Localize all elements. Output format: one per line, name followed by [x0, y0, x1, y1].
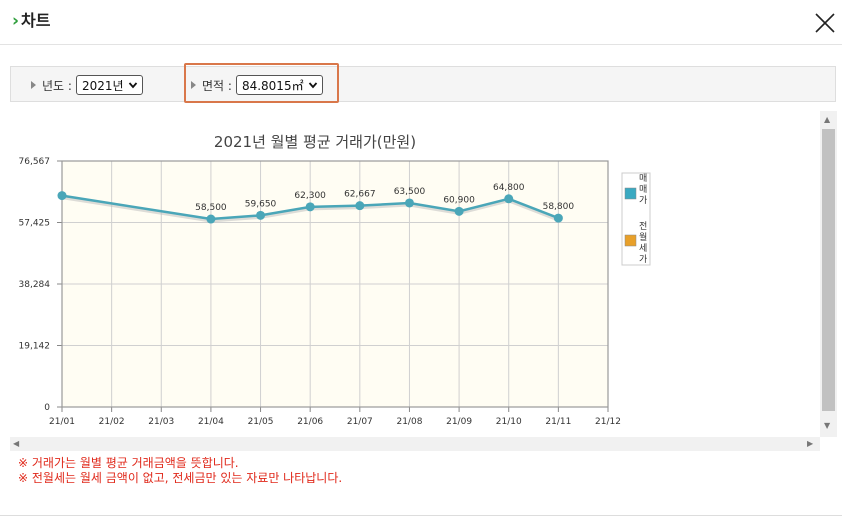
data-label: 60,900: [443, 195, 475, 205]
data-label: 64,800: [493, 183, 525, 193]
series-point: [206, 214, 216, 224]
area-label: 면적 :: [202, 78, 232, 93]
y-tick-label: 19,142: [19, 342, 51, 352]
note-line: ※ 전월세는 월세 금액이 없고, 전세금만 있는 자료만 나타납니다.: [18, 471, 343, 485]
x-tick-label: 21/10: [496, 417, 522, 427]
legend-swatch: [624, 234, 637, 247]
data-label: 59,650: [245, 199, 277, 209]
bullet-triangle-icon: [191, 81, 196, 89]
chevron-right-icon: ›: [12, 11, 20, 31]
x-tick-label: 21/11: [545, 417, 571, 427]
y-tick-label: 76,567: [19, 157, 51, 167]
x-tick-label: 21/01: [49, 417, 75, 427]
series-point: [454, 206, 464, 216]
dialog-titlebar: › 차트: [0, 0, 842, 45]
data-label: 62,667: [344, 190, 376, 200]
x-tick-label: 21/04: [198, 417, 224, 427]
dialog-title-group: › 차트: [12, 11, 50, 31]
vertical-scroll-thumb[interactable]: [822, 129, 835, 411]
data-label: 63,500: [394, 187, 426, 197]
chart-panel: 2021년 월별 평균 거래가(만원) 76,567 57,425 38,284 19,…: [10, 111, 820, 437]
close-icon[interactable]: [812, 10, 838, 36]
year-label: 년도 :: [42, 78, 72, 93]
series-point: [305, 202, 315, 212]
x-tick-label: 21/06: [297, 417, 323, 427]
x-tick-label: 21/09: [446, 417, 472, 427]
area-select[interactable]: 84.8015㎡: [235, 75, 323, 95]
y-tick-label: 57,425: [19, 219, 51, 229]
filter-bar: 년도 : 2021년 면적 : 84.8015㎡: [10, 66, 836, 102]
chevron-down-icon: [308, 82, 317, 89]
chevron-down-icon: [128, 82, 137, 89]
year-filter: 년도 : 2021년: [31, 75, 143, 95]
x-tick-label: 21/02: [99, 417, 125, 427]
dialog-title: 차트: [21, 11, 51, 30]
legend-swatch: [624, 187, 637, 200]
x-tick-label: 21/05: [248, 417, 274, 427]
scroll-up-icon[interactable]: ▲: [824, 115, 831, 124]
year-select-value: 2021년: [81, 78, 124, 93]
data-label: 62,300: [294, 191, 326, 201]
horizontal-scrollbar[interactable]: ◀ ▶: [10, 437, 820, 451]
area-select-value: 84.8015㎡: [241, 78, 304, 93]
bullet-triangle-icon: [31, 81, 36, 89]
scroll-down-icon[interactable]: ▼: [824, 421, 831, 430]
y-tick-label: 38,284: [19, 280, 51, 290]
chart-title: 2021년 월별 평균 거래가(만원): [214, 133, 416, 151]
line-chart: 2021년 월별 평균 거래가(만원) 76,567 57,425 38,284 19,…: [19, 133, 651, 427]
series-point: [553, 213, 563, 223]
vertical-scrollbar[interactable]: ▲ ▼: [820, 111, 837, 437]
area-filter: 면적 : 84.8015㎡: [191, 75, 323, 95]
plot-frame: [61, 160, 609, 408]
series-point: [504, 194, 514, 204]
notes: ※ 거래가는 월별 평균 거래금액을 뜻합니다. ※ 전월세는 월세 금액이 없…: [18, 456, 342, 486]
data-label: 58,800: [543, 202, 575, 212]
year-select[interactable]: 2021년: [75, 75, 143, 95]
series-point: [404, 198, 414, 208]
y-tick-label: 0: [44, 403, 50, 413]
series-point: [57, 191, 67, 201]
series-point: [256, 210, 266, 220]
x-tick-label: 21/03: [148, 417, 174, 427]
area-filter-highlight: [184, 63, 339, 103]
note-line: ※ 거래가는 월별 평균 거래금액을 뜻합니다.: [18, 456, 239, 470]
x-tick-label: 21/08: [396, 417, 422, 427]
scroll-right-icon[interactable]: ▶: [807, 439, 814, 448]
footer-divider: [0, 515, 842, 516]
data-label: 58,500: [195, 203, 227, 213]
scroll-left-icon[interactable]: ◀: [13, 439, 20, 448]
series-point: [355, 201, 365, 211]
x-tick-label: 21/07: [347, 417, 373, 427]
x-tick-label: 21/12: [595, 417, 621, 427]
